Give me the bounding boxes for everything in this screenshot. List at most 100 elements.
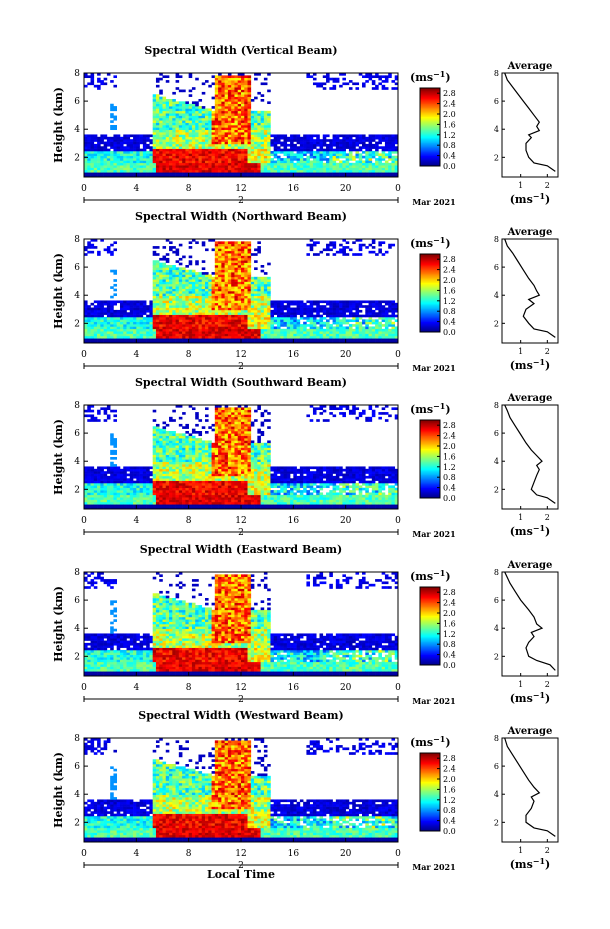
heatmap-cell	[306, 317, 310, 320]
heatmap-cell	[87, 241, 91, 245]
heatmap-cell	[365, 136, 369, 140]
heatmap-cell	[205, 115, 209, 119]
heatmap-cell	[133, 338, 137, 341]
heatmap-cell	[227, 127, 232, 131]
heatmap-cell	[188, 291, 193, 294]
heatmap-cell	[175, 151, 180, 154]
heatmap-cell	[224, 265, 229, 268]
heatmap-cell	[221, 276, 225, 280]
heatmap-cell	[329, 162, 333, 166]
heatmap-cell	[195, 169, 199, 173]
heatmap-cell	[221, 110, 225, 114]
heatmap-cell	[208, 293, 212, 297]
heatmap-cell	[221, 279, 225, 282]
heatmap-cell	[312, 165, 317, 168]
heatmap-cell	[388, 307, 392, 311]
heatmap-cell	[178, 110, 183, 114]
heatmap-cell	[218, 317, 222, 320]
heatmap-cell	[84, 305, 88, 308]
heatmap-cell	[97, 158, 101, 161]
heatmap-cell	[244, 309, 248, 313]
heatmap-cell	[133, 139, 137, 142]
heatmap-cell	[365, 148, 369, 152]
heatmap-cell	[326, 333, 330, 337]
heatmap-cell	[260, 314, 265, 318]
heatmap-cell	[348, 174, 353, 178]
heatmap-cell	[214, 122, 219, 126]
heatmap-cell	[309, 319, 314, 323]
heatmap-cell	[165, 143, 170, 147]
heatmap-cell	[175, 305, 180, 308]
heatmap-cell	[191, 288, 196, 292]
heatmap-cell	[237, 75, 242, 79]
heatmap-cell	[237, 274, 242, 278]
heatmap-cell	[384, 317, 389, 320]
heatmap-cell	[293, 143, 297, 147]
heatmap-cell	[241, 262, 245, 266]
heatmap-cell	[152, 324, 157, 327]
heatmap-cell	[381, 340, 386, 344]
heatmap-cell	[306, 162, 310, 166]
heatmap-cell	[355, 143, 360, 147]
heatmap-cell	[247, 267, 252, 271]
heatmap-cell	[149, 302, 153, 306]
heatmap-cell	[326, 160, 330, 164]
heatmap-cell	[234, 87, 239, 90]
heatmap-cell	[394, 167, 399, 171]
heatmap-cell	[103, 151, 108, 154]
heatmap-cell	[218, 158, 222, 161]
heatmap-cell	[348, 333, 353, 337]
heatmap-cell	[299, 153, 304, 157]
heatmap-cell	[260, 99, 265, 102]
colorbar-unit-sup: −1	[433, 69, 445, 79]
heatmap-cell	[201, 274, 206, 278]
heatmap-cell	[214, 91, 219, 95]
heatmap-cell	[169, 113, 173, 116]
heatmap-cell	[165, 99, 170, 102]
heatmap-cell	[375, 146, 379, 149]
heatmap-cell	[123, 331, 127, 334]
heatmap-cell	[335, 340, 340, 344]
heatmap-cell	[345, 338, 350, 341]
heatmap-cell	[172, 148, 176, 152]
heatmap-cell	[87, 82, 91, 86]
heatmap-cell	[362, 340, 366, 344]
heatmap-cell	[188, 331, 193, 334]
heatmap-cell	[296, 141, 301, 145]
heatmap-cell	[306, 146, 310, 149]
heatmap-cell	[234, 335, 239, 339]
heatmap-cell	[244, 260, 248, 263]
heatmap-cell	[142, 165, 147, 168]
heatmap-cell	[254, 167, 258, 171]
heatmap-cell	[237, 250, 242, 254]
heatmap-cell	[293, 326, 297, 330]
heatmap-cell	[103, 312, 108, 315]
heatmap-cell	[165, 288, 170, 292]
heatmap-cell	[293, 331, 297, 334]
heatmap-cell	[345, 246, 350, 249]
heatmap-cell	[178, 155, 183, 159]
heatmap-cell	[290, 338, 294, 341]
heatmap-cell	[247, 283, 252, 287]
heatmap-cell	[224, 269, 229, 273]
heatmap-cell	[345, 167, 350, 171]
heatmap-cell	[208, 333, 212, 337]
heatmap-cell	[257, 167, 261, 171]
heatmap-cell	[267, 89, 271, 93]
average-title: Average	[507, 61, 553, 72]
heatmap-cell	[362, 319, 366, 323]
heatmap-cell	[218, 248, 222, 252]
heatmap-cell	[257, 172, 261, 175]
heatmap-cell	[329, 326, 333, 330]
heatmap-cell	[303, 302, 307, 306]
heatmap-cell	[110, 319, 114, 323]
heatmap-cell	[365, 300, 369, 304]
heatmap-cell	[342, 82, 346, 86]
heatmap-cell	[188, 108, 193, 112]
heatmap-cell	[263, 125, 268, 128]
heatmap-cell	[355, 307, 360, 311]
y-tick-label: 4	[74, 125, 80, 135]
heatmap-cell	[165, 331, 170, 334]
heatmap-cell	[224, 117, 229, 121]
heatmap-cell	[342, 248, 346, 252]
